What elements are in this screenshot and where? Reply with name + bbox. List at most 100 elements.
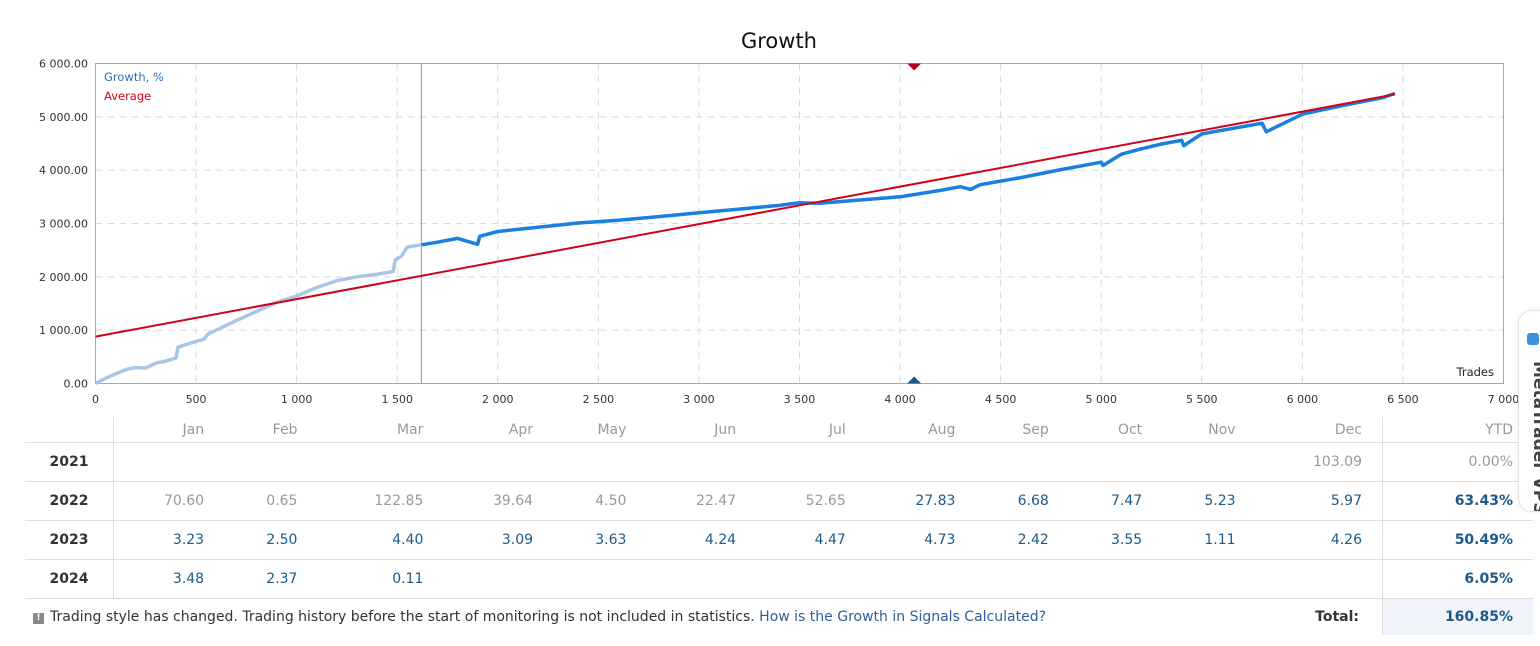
month-value (865, 559, 976, 599)
month-value: 0.65 (224, 481, 318, 521)
x-tick-label: 6 000 (1287, 393, 1319, 406)
header-month: Jul (756, 418, 866, 443)
note-text: Trading style has changed. Trading histo… (50, 609, 755, 625)
x-tick-label: 6 500 (1387, 393, 1419, 406)
header-month: May (553, 418, 647, 443)
header-year (25, 418, 114, 443)
month-value (317, 442, 444, 482)
month-value: 2.50 (224, 520, 318, 560)
month-value: 1.11 (1162, 520, 1256, 560)
month-value (865, 442, 976, 482)
growth-line (421, 91, 1396, 247)
month-value: 3.09 (443, 520, 554, 560)
series-group (94, 91, 1396, 386)
average-line (95, 93, 1396, 338)
x-tick-label: 0 (92, 393, 99, 406)
header-month: Oct (1068, 418, 1163, 443)
month-value: 3.63 (553, 520, 647, 560)
month-value: 4.24 (646, 520, 757, 560)
legend-growth[interactable]: Growth, % (104, 70, 164, 84)
grid (95, 63, 1504, 384)
month-value (1162, 559, 1256, 599)
month-value: 0.11 (317, 559, 444, 599)
month-value (113, 442, 225, 482)
y-tick-label: 5 000.00 (39, 111, 88, 124)
x-tick-label: 1 500 (381, 393, 413, 406)
row-ytd: 50.49% (1382, 520, 1533, 560)
metatrader-vps-widget[interactable]: MetaTrader VPS (1518, 310, 1540, 512)
month-value: 4.40 (317, 520, 444, 560)
table-row: 2022 70.60 0.65 122.85 39.64 4.50 22.47 52.65 27… (25, 481, 1533, 521)
x-tick-label: 5 000 (1085, 393, 1117, 406)
header-month: Jan (113, 418, 225, 443)
month-value: 2.37 (224, 559, 318, 599)
legend-average[interactable]: Average (104, 89, 151, 103)
row-year: 2024 (25, 559, 114, 599)
y-tick-label: 4 000.00 (39, 164, 88, 177)
row-year: 2023 (25, 520, 114, 560)
table-header-row: Jan Feb Mar Apr May Jun Jul Aug Sep Oct Nov Dec YTD (25, 418, 1533, 443)
x-tick-label: 4 500 (985, 393, 1017, 406)
plot-frame (95, 63, 1504, 384)
month-value: 3.55 (1068, 520, 1163, 560)
month-value: 2.42 (975, 520, 1069, 560)
header-ytd: YTD (1382, 418, 1533, 443)
month-value (1162, 442, 1256, 482)
growth-calc-link[interactable]: How is the Growth in Signals Calculated? (759, 609, 1047, 625)
month-value: 4.50 (553, 481, 647, 521)
month-value: 4.47 (756, 520, 866, 560)
table-row: 2023 3.23 2.50 4.40 3.09 3.63 4.24 4.47 4.73 2.42… (25, 520, 1533, 560)
total-value: 160.85% (1382, 599, 1533, 635)
x-axis-ticks: 0 500 1 000 1 500 2 000 2 500 3 000 3 500 4 000 4… (92, 393, 1519, 406)
row-year: 2022 (25, 481, 114, 521)
month-value: 7.47 (1068, 481, 1163, 521)
month-value (553, 559, 647, 599)
month-value (553, 442, 647, 482)
month-value: 122.85 (317, 481, 444, 521)
marker-top-triangle[interactable] (907, 63, 922, 71)
row-ytd: 0.00% (1382, 442, 1533, 482)
marker-bottom-triangle[interactable] (907, 376, 922, 384)
x-tick-label: 2 000 (482, 393, 514, 406)
month-value: 22.47 (646, 481, 757, 521)
header-month: Dec (1255, 418, 1383, 443)
x-tick-label: 3 500 (784, 393, 816, 406)
footer-note: ! Trading style has changed. Trading hist… (33, 609, 1046, 625)
month-value (756, 442, 866, 482)
vps-logo-icon (1527, 333, 1539, 345)
month-value: 27.83 (865, 481, 976, 521)
month-value (975, 559, 1069, 599)
month-value: 103.09 (1255, 442, 1383, 482)
warning-icon: ! (33, 613, 44, 624)
x-tick-label: 5 500 (1186, 393, 1218, 406)
y-tick-label: 2 000.00 (39, 271, 88, 284)
month-value: 5.23 (1162, 481, 1256, 521)
header-month: Aug (865, 418, 976, 443)
month-value (975, 442, 1069, 482)
month-value (756, 559, 866, 599)
y-tick-label: 0.00 (64, 378, 89, 391)
x-tick-label: 3 000 (683, 393, 715, 406)
total-label: Total: (1315, 609, 1359, 625)
y-axis-ticks: 0.00 1 000.00 2 000.00 3 000.00 4 000.00 5 00… (39, 58, 88, 391)
month-value (224, 442, 318, 482)
row-ytd: 63.43% (1382, 481, 1533, 521)
monthly-growth-table: Jan Feb Mar Apr May Jun Jul Aug Sep Oct Nov Dec YTD … (25, 418, 1533, 599)
chart-title: Growth (741, 29, 817, 53)
month-value (1068, 559, 1163, 599)
month-value (443, 442, 554, 482)
month-value: 3.23 (113, 520, 225, 560)
x-tick-label: 1 000 (281, 393, 313, 406)
x-tick-label: 500 (186, 393, 207, 406)
x-tick-label: 7 000 (1488, 393, 1520, 406)
month-value (646, 442, 757, 482)
month-value: 4.26 (1255, 520, 1383, 560)
month-value: 70.60 (113, 481, 225, 521)
month-value (1255, 559, 1383, 599)
month-value (646, 559, 757, 599)
month-value: 5.97 (1255, 481, 1383, 521)
table-row: 2021 103.09 0.00% (25, 442, 1533, 482)
y-tick-label: 3 000.00 (39, 218, 88, 231)
header-month: Nov (1162, 418, 1256, 443)
header-month: Sep (975, 418, 1069, 443)
